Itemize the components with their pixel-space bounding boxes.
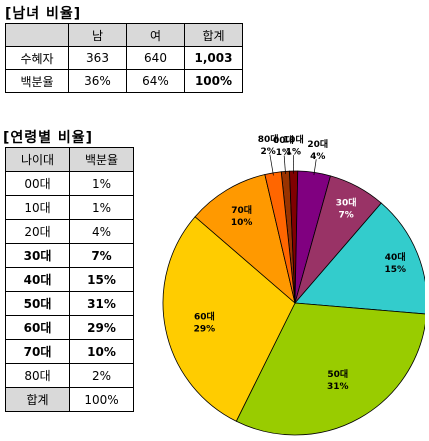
row-label-percentage: 백분율 xyxy=(5,69,69,93)
pie-slice-50대 xyxy=(235,302,425,436)
pie-slice-percent: 15% xyxy=(384,265,406,275)
pie-slice-label: 70대 xyxy=(231,204,252,216)
age-header-agegroup: 나이대 xyxy=(5,147,70,172)
total-count: 1,003 xyxy=(184,46,243,70)
age-group-label: 00대 xyxy=(5,171,70,196)
pie-slice-percent: 10% xyxy=(231,218,253,228)
pie-leader-line xyxy=(313,159,317,176)
age-group-label: 60대 xyxy=(5,315,70,340)
table-row: 60대 29% xyxy=(5,315,134,340)
age-group-percent: 15% xyxy=(69,267,134,292)
age-group-label: 80대 xyxy=(5,363,70,388)
table-row: 00대 1% xyxy=(5,171,134,196)
pie-slice-label: 80대 xyxy=(258,133,279,145)
pie-slice-70대 xyxy=(194,174,296,305)
row-label-recipients: 수혜자 xyxy=(5,46,69,70)
table-row: 50대 31% xyxy=(5,291,134,316)
pie-slice-percent: 29% xyxy=(194,324,216,334)
age-header-row: 나이대 백분율 xyxy=(5,147,134,172)
pie-slice-label: 20대 xyxy=(307,138,328,150)
total-percent: 100% xyxy=(184,69,243,93)
age-group-percent: 7% xyxy=(69,243,134,268)
age-group-percent: 2% xyxy=(69,363,134,388)
age-group-percent: 1% xyxy=(69,171,134,196)
gender-header-female: 여 xyxy=(126,23,185,47)
female-count: 640 xyxy=(126,46,185,70)
age-group-percent: 29% xyxy=(69,315,134,340)
age-group-percent: 1% xyxy=(69,195,134,220)
pie-slice-40대 xyxy=(294,202,425,315)
table-row: 80대 2% xyxy=(5,363,134,388)
pie-slice-label: 40대 xyxy=(385,251,406,263)
age-pie-chart: 00대 1% 10대 1% 20대 4% 30대 7% 40대 15% 50대 31% 60대 29% 70… xyxy=(162,133,425,436)
pie-slice-label: 00대 xyxy=(273,134,294,146)
pie-leader-line xyxy=(283,155,286,175)
age-group-label: 50대 xyxy=(5,291,70,316)
age-rows: 00대 1% 10대 1% 20대 4% 30대 7% 40대 15% 50대 31% 60대 29% 70… xyxy=(5,171,134,412)
gender-header-row: 남 여 합계 xyxy=(5,23,243,47)
table-row: 백분율 36% 64% 100% xyxy=(5,69,243,93)
pie-slice-percent: 7% xyxy=(339,211,354,221)
age-table: 나이대 백분율 00대 1% 10대 1% 20대 4% 30대 7% 40대 15% 50대 31%… xyxy=(5,147,134,412)
age-group-label: 30대 xyxy=(5,243,70,268)
pie-slice-label: 60대 xyxy=(194,310,215,322)
gender-header-total: 합계 xyxy=(184,23,243,47)
table-row: 수혜자 363 640 1,003 xyxy=(5,46,243,70)
pie-leader-line xyxy=(269,154,274,176)
pie-slice-label: 10대 xyxy=(283,134,304,146)
table-row: 70대 10% xyxy=(5,339,134,364)
age-group-percent: 10% xyxy=(69,339,134,364)
male-count: 363 xyxy=(68,46,127,70)
male-percent: 36% xyxy=(68,69,127,93)
age-group-percent: 4% xyxy=(69,219,134,244)
age-group-label: 10대 xyxy=(5,195,70,220)
pie-slice-percent: 1% xyxy=(286,148,301,158)
age-group-label: 70대 xyxy=(5,339,70,364)
gender-header-blank xyxy=(5,23,69,47)
pie-slice-percent: 2% xyxy=(261,147,276,157)
pie-slice-percent: 1% xyxy=(276,148,291,158)
age-group-label: 20대 xyxy=(5,219,70,244)
pie-slice-label: 30대 xyxy=(336,197,357,209)
age-group-label: 합계 xyxy=(5,387,70,412)
pie-slice-60대 xyxy=(162,216,296,422)
female-percent: 64% xyxy=(126,69,185,93)
table-row: 40대 15% xyxy=(5,267,134,292)
table-row: 합계 100% xyxy=(5,387,134,412)
pie-slice-label: 50대 xyxy=(327,368,348,380)
table-row: 20대 4% xyxy=(5,219,134,244)
age-group-label: 40대 xyxy=(5,267,70,292)
gender-section-title: [남녀 비율] xyxy=(5,6,82,22)
age-group-percent: 100% xyxy=(69,387,134,412)
pie-slice-percent: 31% xyxy=(327,382,349,392)
age-section-title: [연령별 비율] xyxy=(3,130,94,146)
gender-table: 남 여 합계 수혜자 363 640 1,003 백분율 36% 64% 100… xyxy=(5,23,243,93)
age-group-percent: 31% xyxy=(69,291,134,316)
age-header-percentage: 백분율 xyxy=(69,147,134,172)
table-row: 10대 1% xyxy=(5,195,134,220)
pie-slice-percent: 4% xyxy=(310,152,325,162)
table-row: 30대 7% xyxy=(5,243,134,268)
gender-header-male: 남 xyxy=(68,23,127,47)
